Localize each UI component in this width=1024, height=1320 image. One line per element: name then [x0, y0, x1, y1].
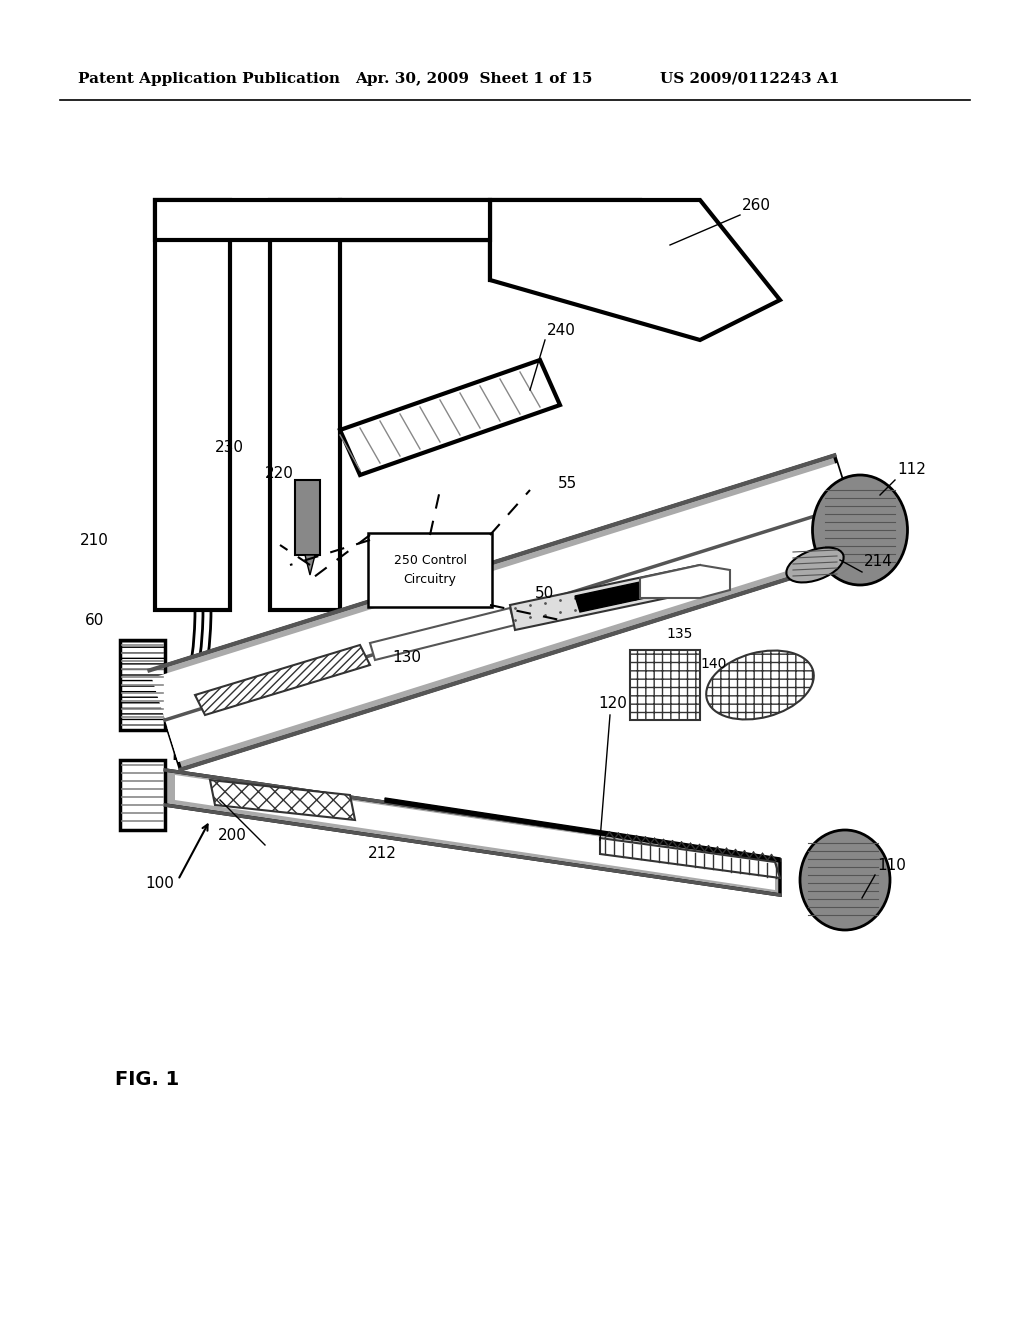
Text: 135: 135 [666, 627, 692, 642]
Text: 230: 230 [215, 440, 244, 455]
Polygon shape [490, 201, 780, 341]
Text: 250 Control: 250 Control [393, 553, 467, 566]
Polygon shape [295, 480, 319, 554]
Text: 50: 50 [535, 586, 554, 601]
Polygon shape [150, 455, 850, 719]
Polygon shape [120, 640, 165, 730]
Polygon shape [195, 645, 370, 715]
Text: Apr. 30, 2009  Sheet 1 of 15: Apr. 30, 2009 Sheet 1 of 15 [355, 73, 592, 86]
Polygon shape [152, 463, 863, 762]
Text: 60: 60 [85, 612, 104, 628]
Polygon shape [370, 609, 515, 660]
Ellipse shape [800, 830, 890, 931]
Text: 220: 220 [265, 466, 294, 480]
Polygon shape [385, 799, 780, 862]
Text: 112: 112 [897, 462, 926, 477]
Ellipse shape [812, 475, 907, 585]
Ellipse shape [786, 548, 844, 582]
Polygon shape [155, 201, 490, 240]
Text: 240: 240 [547, 323, 575, 338]
Text: 212: 212 [368, 846, 397, 861]
Polygon shape [210, 780, 355, 820]
Text: 140: 140 [700, 657, 726, 671]
Polygon shape [120, 760, 165, 830]
Text: 214: 214 [864, 554, 893, 569]
Text: Circuitry: Circuitry [403, 573, 457, 586]
Polygon shape [340, 201, 640, 280]
Polygon shape [340, 360, 560, 475]
Polygon shape [575, 582, 645, 612]
Polygon shape [510, 565, 705, 630]
Polygon shape [270, 201, 340, 610]
Polygon shape [165, 770, 780, 895]
Polygon shape [175, 775, 775, 890]
Text: 130: 130 [392, 649, 421, 665]
Text: Patent Application Publication: Patent Application Publication [78, 73, 340, 86]
Text: 100: 100 [145, 876, 174, 891]
Text: 210: 210 [80, 533, 109, 548]
Text: FIG. 1: FIG. 1 [115, 1071, 179, 1089]
FancyBboxPatch shape [368, 533, 492, 607]
Polygon shape [630, 649, 700, 719]
Text: 260: 260 [742, 198, 771, 213]
Text: 110: 110 [877, 858, 906, 873]
Ellipse shape [707, 651, 814, 719]
Text: 200: 200 [218, 828, 247, 843]
Polygon shape [167, 512, 855, 762]
Polygon shape [155, 201, 230, 610]
Polygon shape [165, 506, 865, 770]
Polygon shape [305, 554, 315, 576]
Text: 120: 120 [598, 696, 627, 711]
Text: US 2009/0112243 A1: US 2009/0112243 A1 [660, 73, 840, 86]
Polygon shape [640, 565, 730, 598]
Polygon shape [600, 838, 780, 878]
Text: 55: 55 [558, 477, 578, 491]
